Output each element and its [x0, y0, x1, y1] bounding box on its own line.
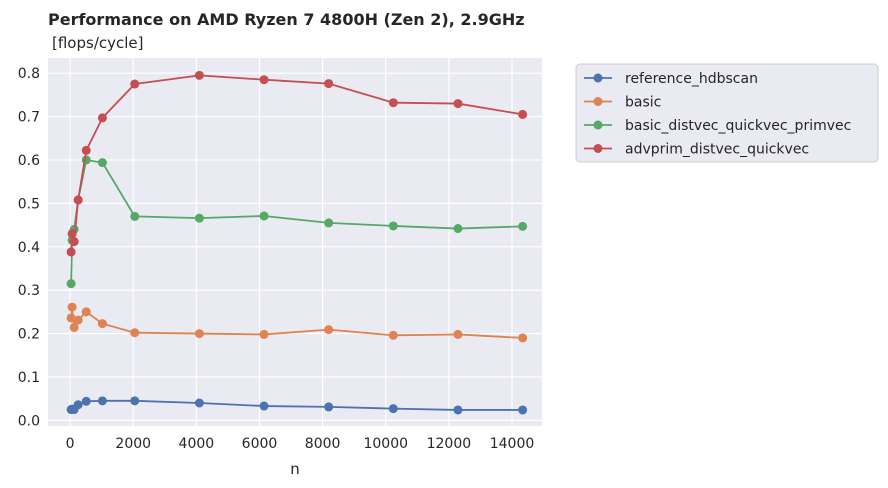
- data-point: [388, 98, 398, 108]
- series-group: [66, 70, 528, 415]
- series-basic: [66, 302, 528, 343]
- data-point: [81, 145, 91, 155]
- legend-marker: [593, 120, 603, 130]
- legend-box: [575, 63, 879, 163]
- data-point: [130, 211, 140, 221]
- data-point: [453, 99, 463, 109]
- data-point: [66, 313, 76, 323]
- y-tick-label: 0.7: [18, 110, 40, 126]
- legend-item: advprim_distvec_quickvec: [584, 142, 809, 158]
- data-point: [259, 211, 269, 221]
- data-point: [324, 218, 334, 228]
- data-point: [324, 325, 334, 335]
- legend-label: advprim_distvec_quickvec: [625, 142, 809, 158]
- legend-marker: [593, 97, 603, 106]
- data-point: [194, 398, 204, 408]
- data-point: [97, 396, 107, 406]
- data-point: [81, 396, 91, 406]
- y-tick-label: 0.8: [18, 66, 40, 82]
- data-point: [324, 79, 334, 89]
- data-point: [518, 405, 528, 415]
- data-point: [81, 307, 91, 317]
- series-reference_hdbscan: [66, 396, 528, 415]
- data-point: [518, 333, 528, 343]
- x-axis-ticks: 0 2000 4000 6000 8000 10000 12000 14000: [66, 436, 535, 452]
- legend-item: basic: [584, 95, 661, 111]
- legend-marker: [593, 73, 603, 83]
- data-point: [69, 237, 79, 247]
- data-point: [67, 302, 77, 312]
- data-point: [66, 279, 76, 289]
- chart-subtitle: [flops/cycle]: [52, 34, 144, 52]
- legend-label: basic: [625, 95, 661, 111]
- data-point: [324, 402, 334, 412]
- data-point: [73, 195, 83, 205]
- x-tick-label: 12000: [427, 436, 472, 452]
- data-point: [518, 109, 528, 119]
- x-tick-label: 10000: [363, 436, 408, 452]
- data-point: [259, 401, 269, 411]
- y-axis-ticks: 0.0 0.1 0.2 0.3 0.4 0.5 0.6 0.7 0.8: [18, 66, 40, 429]
- series-advprim_distvec_quickvec: [66, 70, 528, 257]
- data-point: [73, 315, 83, 325]
- plot-area: [48, 58, 542, 426]
- x-tick-label: 6000: [242, 436, 278, 452]
- data-point: [130, 328, 140, 338]
- data-point: [194, 329, 204, 339]
- x-tick-label: 4000: [179, 436, 215, 452]
- legend-item: reference_hdbscan: [584, 71, 758, 87]
- data-point: [69, 322, 79, 332]
- data-point: [97, 158, 107, 168]
- data-point: [81, 155, 91, 165]
- y-tick-label: 0.2: [18, 327, 40, 343]
- data-point: [259, 329, 269, 339]
- chart-title: Performance on AMD Ryzen 7 4800H (Zen 2)…: [48, 10, 525, 29]
- x-tick-label: 0: [66, 436, 75, 452]
- data-point: [518, 221, 528, 231]
- x-tick-label: 8000: [305, 436, 341, 452]
- x-axis-label: n: [290, 460, 300, 478]
- y-tick-label: 0.5: [18, 196, 40, 212]
- data-point: [259, 75, 269, 85]
- y-tick-label: 0.0: [18, 413, 40, 429]
- data-point: [130, 396, 140, 406]
- data-point: [66, 247, 76, 257]
- data-point: [388, 330, 398, 340]
- data-point: [97, 113, 107, 123]
- data-point: [453, 405, 463, 415]
- x-tick-label: 2000: [115, 436, 151, 452]
- y-tick-label: 0.1: [18, 370, 40, 386]
- legend-label: reference_hdbscan: [625, 71, 758, 87]
- data-point: [130, 79, 140, 89]
- y-tick-label: 0.4: [18, 240, 40, 256]
- data-point: [388, 404, 398, 414]
- data-point: [67, 229, 77, 239]
- data-point: [453, 224, 463, 234]
- data-point: [453, 329, 463, 339]
- data-point: [73, 400, 83, 410]
- x-tick-label: 14000: [490, 436, 535, 452]
- y-tick-label: 0.6: [18, 153, 40, 169]
- legend-marker: [593, 144, 603, 153]
- y-tick-label: 0.3: [18, 283, 40, 299]
- data-point: [388, 221, 398, 231]
- legend-label: basic_distvec_quickvec_primvec: [625, 118, 851, 134]
- data-point: [194, 213, 204, 223]
- legend-item: basic_distvec_quickvec_primvec: [584, 118, 851, 134]
- data-point: [97, 319, 107, 329]
- data-point: [194, 70, 204, 80]
